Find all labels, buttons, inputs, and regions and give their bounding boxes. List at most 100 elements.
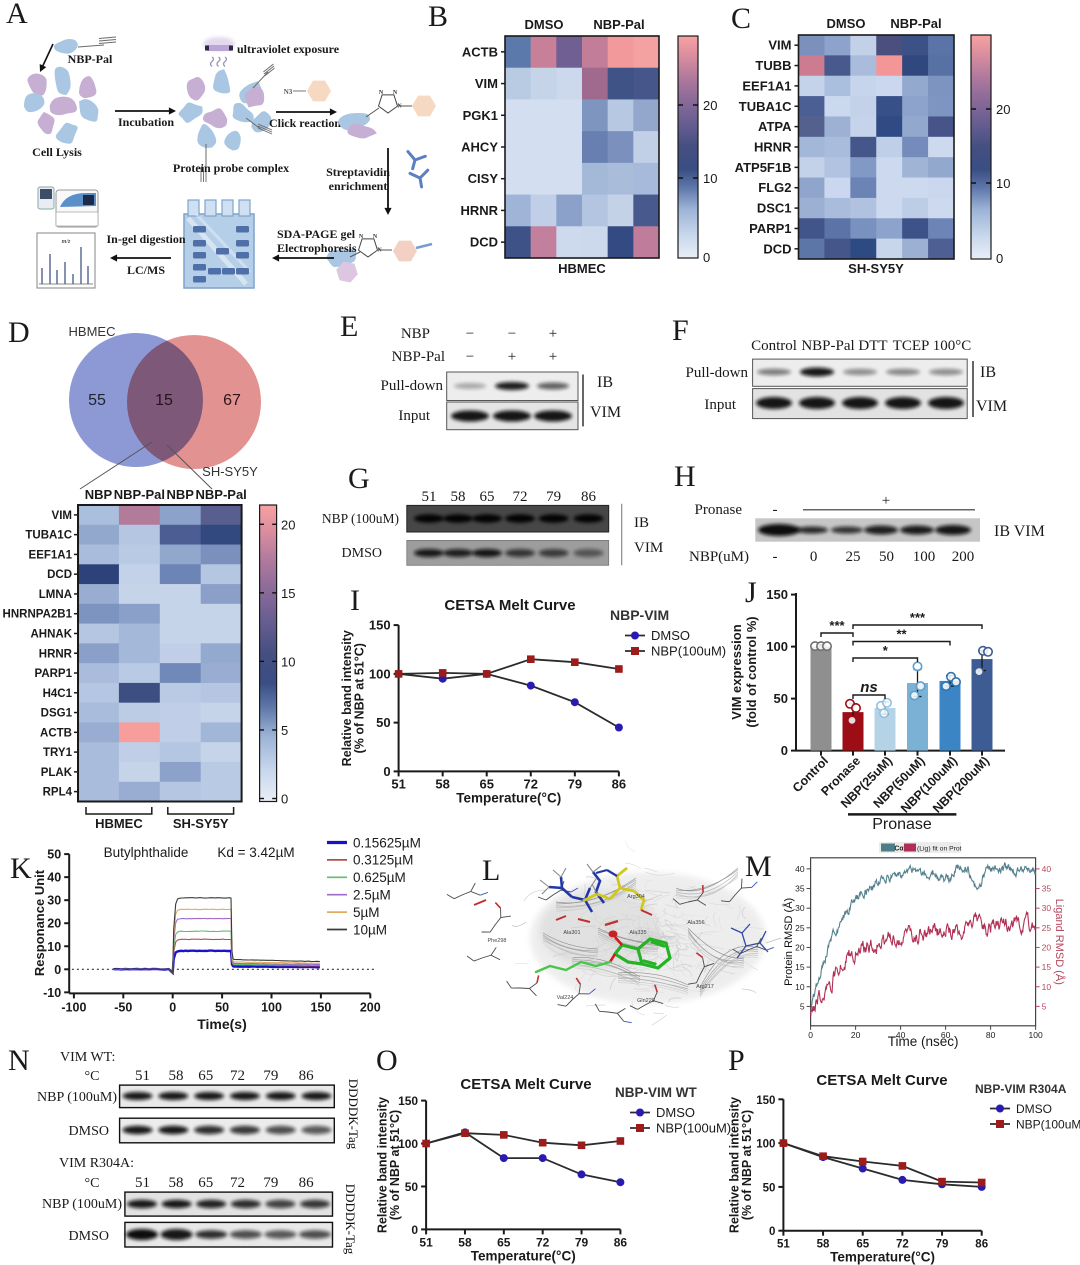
svg-text:72: 72 <box>524 776 538 791</box>
svg-text:RPL4: RPL4 <box>43 787 73 799</box>
svg-text:(% of NBP at 51°C): (% of NBP at 51°C) <box>353 643 367 753</box>
svg-text:NBP: NBP <box>401 326 430 342</box>
svg-text:PARP1: PARP1 <box>749 221 791 236</box>
svg-text:NBP(100uM): NBP(100uM) <box>651 644 726 659</box>
svg-text:NBP-VIM: NBP-VIM <box>610 607 669 623</box>
svg-text:58: 58 <box>169 1068 184 1084</box>
svg-text:Phe298: Phe298 <box>488 938 507 944</box>
svg-text:Pronase: Pronase <box>695 502 743 518</box>
svg-text:51: 51 <box>135 1068 150 1084</box>
svg-text:100: 100 <box>261 1000 282 1014</box>
svg-text:VIM WT:: VIM WT: <box>60 1050 115 1065</box>
svg-text:25: 25 <box>1042 923 1052 933</box>
svg-text:NBP-Pal: NBP-Pal <box>114 487 165 502</box>
svg-text:65: 65 <box>198 1175 213 1191</box>
svg-text:DSG1: DSG1 <box>41 708 73 720</box>
svg-text:5: 5 <box>281 723 288 738</box>
svg-text:NBP-VIM R304A: NBP-VIM R304A <box>975 1082 1067 1096</box>
svg-text:H4C1: H4C1 <box>43 688 73 700</box>
svg-text:Time(s): Time(s) <box>197 1016 247 1032</box>
svg-text:5: 5 <box>800 1001 805 1011</box>
svg-text:10: 10 <box>703 171 717 186</box>
svg-text:VIM expression: VIM expression <box>729 624 744 719</box>
svg-text:Temperature(°C): Temperature(°C) <box>471 1248 576 1263</box>
svg-text:D: D <box>8 316 30 349</box>
svg-text:50: 50 <box>47 848 61 862</box>
svg-text:86: 86 <box>612 776 626 791</box>
svg-text:58: 58 <box>169 1175 184 1191</box>
svg-text:79: 79 <box>263 1068 278 1084</box>
svg-text:A: A <box>6 0 28 30</box>
svg-text:NBP: NBP <box>167 487 195 502</box>
svg-text:Pronase: Pronase <box>872 816 932 833</box>
svg-text:0: 0 <box>769 1226 775 1238</box>
svg-text:20: 20 <box>703 98 717 113</box>
svg-text:Temperature(°C): Temperature(°C) <box>456 790 561 805</box>
svg-text:72: 72 <box>896 1239 909 1251</box>
svg-text:-: - <box>773 549 778 565</box>
svg-text:150: 150 <box>310 1000 331 1014</box>
svg-text:HBMEC: HBMEC <box>95 816 143 831</box>
svg-text:NBP-Pal: NBP-Pal <box>890 16 941 31</box>
svg-text:ACTB: ACTB <box>40 727 72 739</box>
svg-text:Val224: Val224 <box>557 995 574 1001</box>
svg-text:DMSO: DMSO <box>827 16 866 31</box>
svg-text:TUBA1C: TUBA1C <box>739 99 792 114</box>
svg-text:0: 0 <box>169 1000 176 1014</box>
svg-text:-100: -100 <box>61 1000 86 1014</box>
svg-text:-: - <box>773 502 778 518</box>
svg-text:C: C <box>731 2 751 35</box>
svg-text:EEF1A1: EEF1A1 <box>29 549 73 561</box>
svg-text:50: 50 <box>215 1000 229 1014</box>
svg-text:G: G <box>348 462 370 495</box>
svg-text:65: 65 <box>479 776 493 791</box>
svg-text:0: 0 <box>781 743 788 758</box>
svg-text:PARP1: PARP1 <box>35 668 73 680</box>
svg-text:+: + <box>549 326 557 342</box>
svg-text:HNRNPA2B1: HNRNPA2B1 <box>3 609 73 621</box>
svg-text:100°C: 100°C <box>933 338 972 354</box>
svg-text:20: 20 <box>851 1030 861 1040</box>
svg-text:DDDDK-Tag: DDDDK-Tag <box>343 1184 358 1255</box>
svg-text:VIM: VIM <box>475 76 498 91</box>
svg-text:DMSO: DMSO <box>69 1124 109 1139</box>
svg-text:67: 67 <box>223 392 241 409</box>
svg-text:15: 15 <box>795 962 805 972</box>
svg-text:79: 79 <box>936 1239 949 1251</box>
svg-text:SH-SY5Y: SH-SY5Y <box>173 816 229 831</box>
svg-text:10: 10 <box>996 176 1010 191</box>
svg-text:NBP-Pal: NBP-Pal <box>392 349 445 365</box>
svg-text:20: 20 <box>47 917 61 931</box>
svg-text:Control: Control <box>751 338 797 354</box>
svg-text:ACTB: ACTB <box>462 44 498 59</box>
svg-text:CETSA Melt Curve: CETSA Melt Curve <box>816 1072 947 1089</box>
svg-text:enrichment: enrichment <box>329 179 388 193</box>
svg-text:N3: N3 <box>284 88 293 96</box>
svg-text:72: 72 <box>230 1068 245 1084</box>
svg-text:N: N <box>373 234 378 240</box>
svg-text:HRNR: HRNR <box>460 203 498 218</box>
svg-text:-50: -50 <box>114 1000 132 1014</box>
svg-text:DMSO: DMSO <box>525 17 564 32</box>
svg-text:NBP-Pal: NBP-Pal <box>196 487 247 502</box>
svg-text:O: O <box>376 1044 398 1077</box>
svg-text:5µM: 5µM <box>353 905 380 920</box>
svg-text:NBP-Pal: NBP-Pal <box>801 338 854 354</box>
svg-text:Incubation: Incubation <box>118 115 174 129</box>
svg-text:15: 15 <box>155 392 173 409</box>
svg-text:HBMEC: HBMEC <box>558 261 606 276</box>
svg-text:100: 100 <box>913 549 936 565</box>
svg-text:PGK1: PGK1 <box>463 108 498 123</box>
svg-text:N: N <box>393 90 398 96</box>
svg-text:Gln220: Gln220 <box>637 998 655 1004</box>
svg-text:EEF1A1: EEF1A1 <box>742 78 791 93</box>
svg-text:+: + <box>508 349 516 365</box>
svg-text:72: 72 <box>513 489 528 505</box>
svg-text:TRY1: TRY1 <box>43 747 73 759</box>
svg-text:K: K <box>10 852 32 885</box>
svg-text:Relative band intensity: Relative band intensity <box>376 1097 390 1233</box>
svg-text:IB VIM: IB VIM <box>994 523 1045 540</box>
svg-text:10: 10 <box>281 654 295 669</box>
svg-text:ns: ns <box>860 679 878 696</box>
svg-text:Relative band intensity: Relative band intensity <box>340 630 354 766</box>
